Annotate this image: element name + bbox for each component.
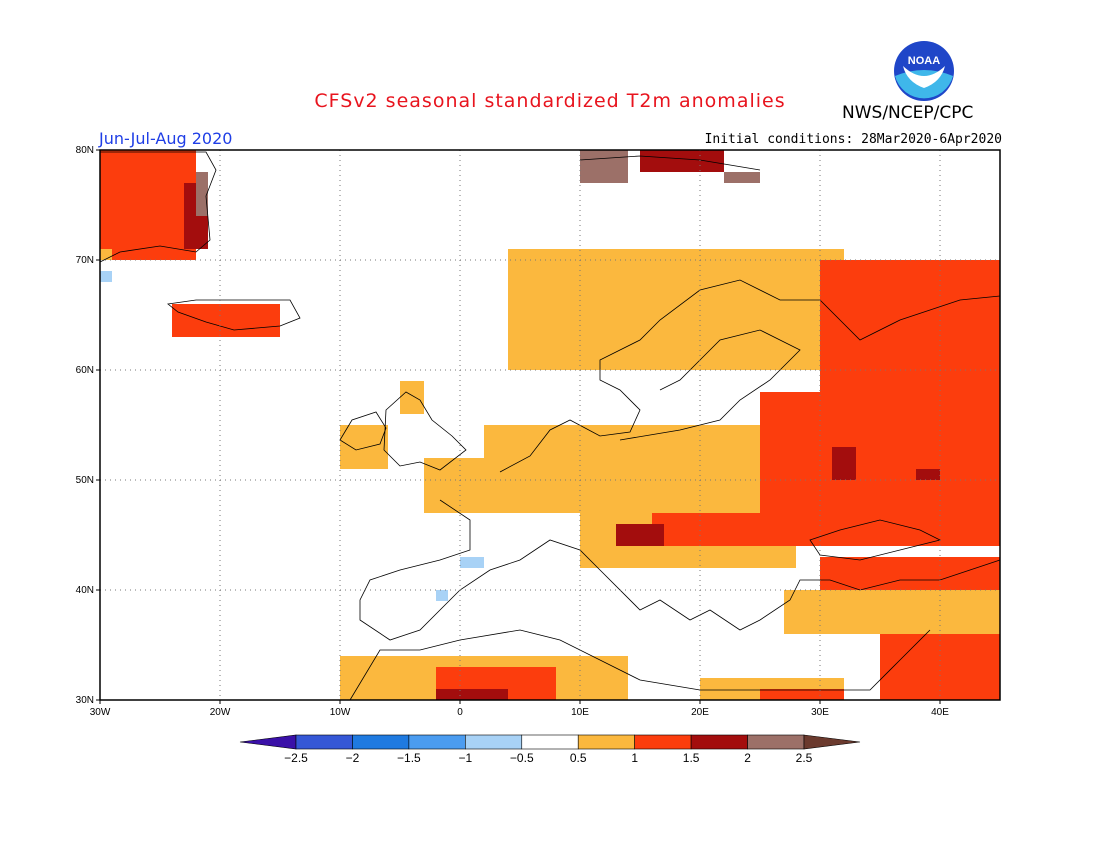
map-title: CFSv2 seasonal standardized T2m anomalie… — [314, 90, 786, 112]
anomaly-cell — [172, 304, 280, 337]
anomaly-cell — [400, 381, 424, 414]
colorbar-label: −1 — [458, 751, 472, 765]
anomaly-cell — [760, 392, 1000, 546]
colorbar-label: −2 — [346, 751, 360, 765]
colorbar-label: 0.5 — [570, 751, 587, 765]
y-tick-label: 80N — [76, 145, 94, 156]
anomaly-cell — [652, 513, 772, 546]
colorbar-low-arrow — [239, 734, 297, 750]
graticule — [100, 150, 1000, 700]
y-tick-label: 30N — [76, 695, 94, 706]
x-tick-label: 10W — [330, 707, 351, 718]
anomaly-cell — [436, 590, 448, 601]
anomaly-cell — [724, 172, 760, 183]
colorbar-label: −2.5 — [284, 751, 308, 765]
agency-name: NWS/NCEP/CPC — [842, 103, 974, 123]
colorbar-box — [465, 734, 523, 750]
anomaly-cell — [640, 150, 724, 172]
colorbar-box — [352, 734, 410, 750]
svg-text:NOAA: NOAA — [908, 55, 940, 67]
anomaly-cell — [784, 590, 1000, 634]
colorbar-label: 1 — [631, 751, 638, 765]
anomaly-cell — [820, 557, 1000, 590]
anomaly-cell — [100, 249, 112, 260]
x-axis-ticks: 30W 20W 10W 0 10E 20E 30E 40E — [90, 700, 949, 718]
noaa-logo-icon: NOAA — [894, 41, 954, 101]
anomaly-cell — [460, 557, 484, 568]
colorbar-box — [295, 734, 353, 750]
anomaly-cell — [616, 524, 664, 546]
y-axis-ticks: 80N 70N 60N 50N 40N 30N — [76, 145, 100, 706]
colorbar-label: 2 — [744, 751, 751, 765]
x-tick-label: 30W — [90, 707, 111, 718]
x-tick-label: 0 — [457, 707, 463, 718]
x-tick-label: 40E — [931, 707, 949, 718]
x-tick-label: 20W — [210, 707, 231, 718]
anomaly-cell — [508, 249, 844, 370]
anomaly-cell — [196, 172, 208, 216]
anomaly-cell — [832, 447, 856, 480]
anomaly-cell — [916, 469, 940, 480]
colorbar-label: −0.5 — [510, 751, 534, 765]
y-tick-label: 40N — [76, 585, 94, 596]
colorbar-box — [408, 734, 466, 750]
initial-conditions: Initial conditions: 28Mar2020-6Apr2020 — [704, 132, 1002, 147]
y-tick-label: 50N — [76, 475, 94, 486]
anomaly-cell — [580, 150, 628, 183]
anomaly-cell — [340, 425, 388, 469]
colorbar-label: 2.5 — [796, 751, 813, 765]
x-tick-label: 20E — [691, 707, 709, 718]
anomaly-layer — [100, 150, 1000, 700]
colorbar-box — [747, 734, 805, 750]
colorbar-label: −1.5 — [397, 751, 421, 765]
forecast-period: Jun-Jul-Aug 2020 — [99, 129, 233, 148]
colorbar-high-arrow — [803, 734, 861, 750]
anomaly-cell — [820, 260, 1000, 392]
colorbar-box — [577, 734, 635, 750]
x-tick-label: 10E — [571, 707, 589, 718]
anomaly-cell — [436, 689, 508, 700]
anomaly-cell — [424, 458, 580, 513]
y-tick-label: 60N — [76, 365, 94, 376]
anomaly-cell — [760, 689, 844, 700]
colorbar-box — [634, 734, 692, 750]
colorbar-label: 1.5 — [683, 751, 700, 765]
colorbar-box — [521, 734, 579, 750]
x-tick-label: 30E — [811, 707, 829, 718]
map-frame — [99, 149, 1001, 701]
colorbar: −2.5 −2 −1.5 −1 −0.5 0.5 1 1.5 2 2.5 — [239, 734, 861, 765]
colorbar-box — [690, 734, 748, 750]
y-tick-label: 70N — [76, 255, 94, 266]
anomaly-cell — [100, 150, 196, 260]
anomaly-cell — [100, 271, 112, 282]
